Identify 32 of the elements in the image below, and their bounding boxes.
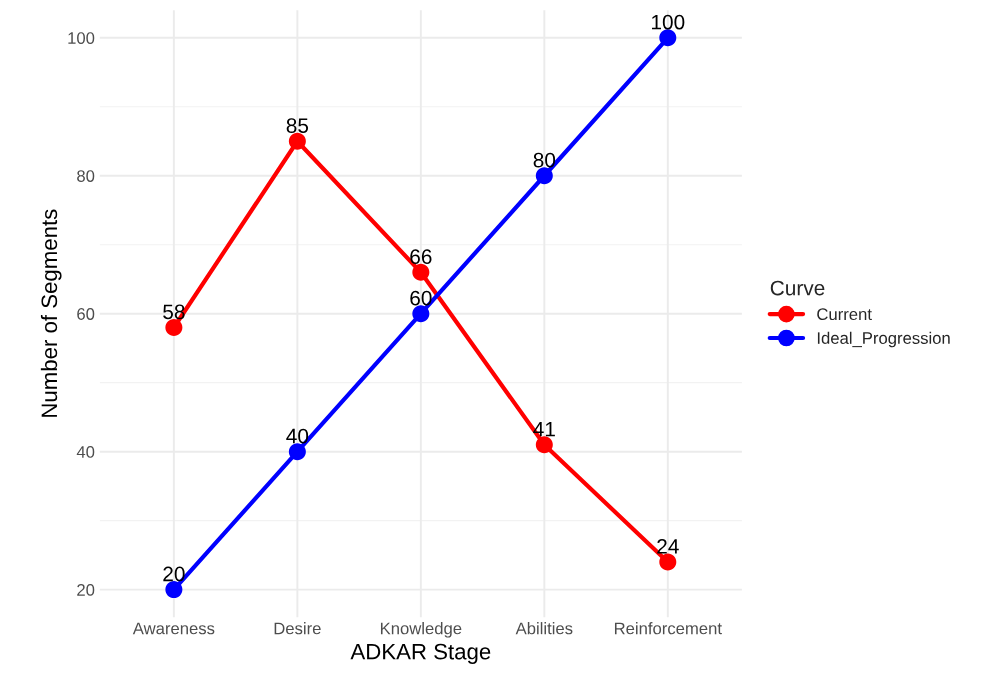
x-tick-label: Desire [274,622,321,635]
data-label: 100 [652,14,685,30]
x-axis-title: ADKAR Stage [350,643,491,664]
y-tick-label: 100 [68,32,95,44]
data-label: 66 [410,249,432,265]
point [288,443,306,461]
y-axis-title: Number of Segments [40,209,62,417]
x-tick-label: Reinforcement [614,622,722,635]
legend-label: Ideal_Progression [817,331,950,348]
point [412,305,430,323]
legend-label: Current [817,308,872,321]
point [535,167,553,185]
x-tick-label: Abilities [515,622,573,635]
y-tick-label: 80 [77,170,95,182]
point [659,29,677,47]
point [412,263,430,281]
data-label: 20 [163,566,185,582]
point [165,581,183,599]
point [535,436,553,454]
point [659,553,677,571]
y-tick-label: 60 [77,308,95,320]
x-tick-label: Awareness [132,622,215,635]
data-label: 40 [286,428,309,444]
data-label: 85 [286,118,309,133]
data-label: 24 [657,539,679,554]
legend-title: Curve [770,280,825,296]
data-label: 60 [410,290,432,306]
data-label: 80 [533,152,556,168]
x-tick-label: Knowledge [380,622,462,638]
y-tick-label: 20 [77,584,95,596]
point [288,132,306,150]
y-tick-label: 40 [76,446,95,458]
